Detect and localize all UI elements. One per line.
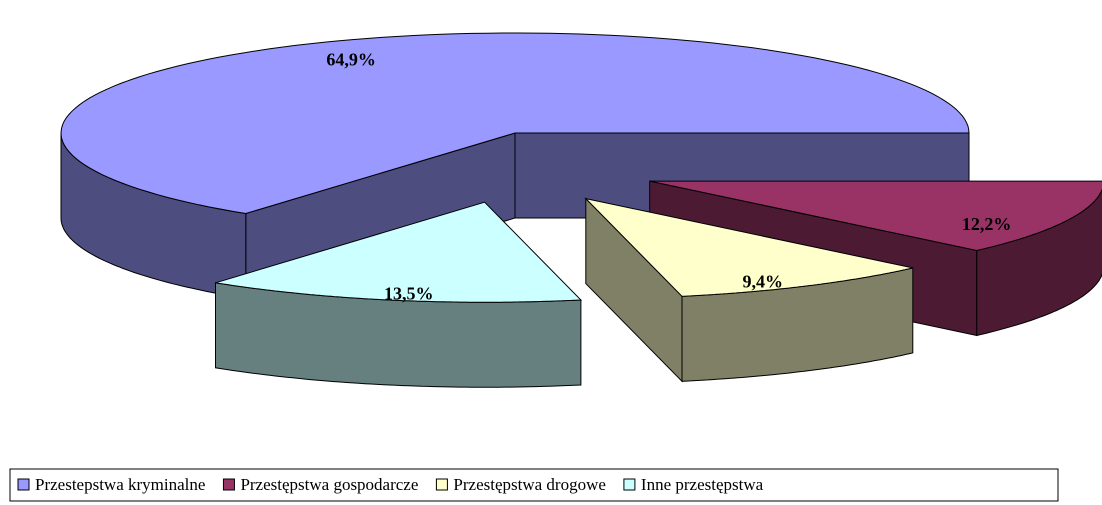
- legend-label: Przestępstwa drogowe: [453, 475, 606, 494]
- value-label: 13,5%: [384, 284, 434, 304]
- slice-top: [215, 201, 583, 303]
- legend-swatch: [17, 478, 30, 491]
- legend-swatch: [435, 478, 448, 491]
- legend-label: Inne przestępstwa: [641, 475, 764, 494]
- value-label: 9,4%: [743, 272, 784, 292]
- pie: 64,9% 12,2% 9,4% 13,5%: [60, 32, 1102, 388]
- slice: [215, 201, 583, 388]
- legend-swatch: [623, 478, 636, 491]
- slice-top: [649, 180, 1102, 252]
- slice: [584, 197, 914, 383]
- value-label: 12,2%: [962, 214, 1012, 234]
- slice-top: [584, 197, 913, 297]
- value-label: 64,9%: [326, 50, 376, 70]
- legend-swatch: [222, 478, 235, 491]
- legend-label: Przestępstwa gospodarcze: [240, 475, 418, 494]
- legend-label: Przestepstwa kryminalne: [35, 475, 205, 494]
- legend-box: [9, 468, 1059, 502]
- legend: Przestepstwa kryminalne Przestępstwa gosp…: [17, 475, 764, 494]
- slice-top: [60, 32, 970, 215]
